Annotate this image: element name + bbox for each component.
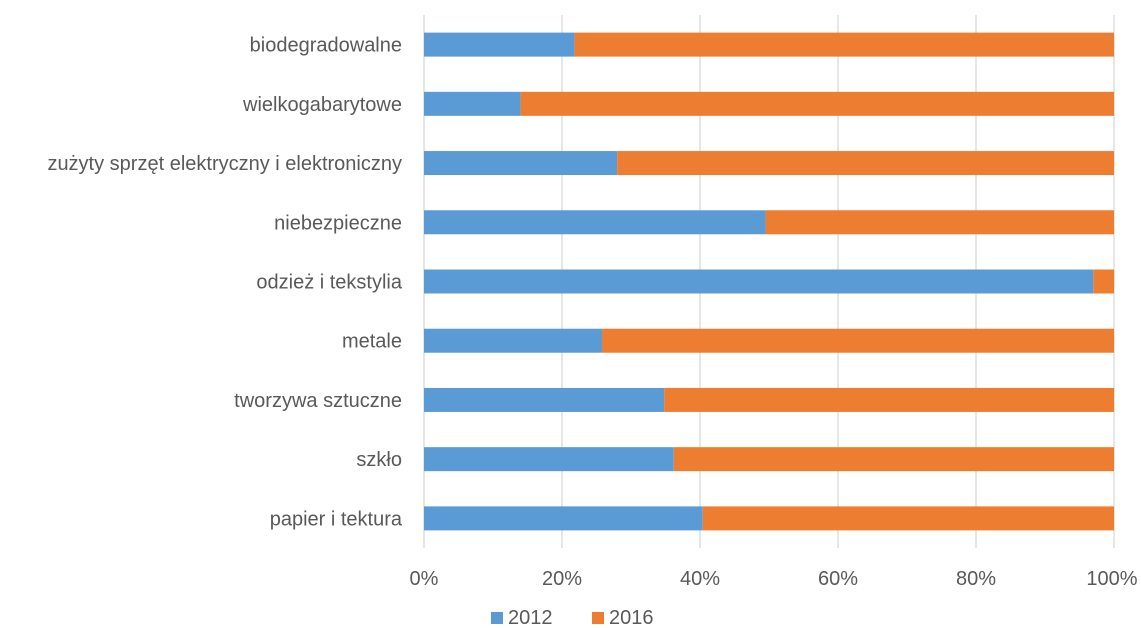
category-label-8: papier i tektura	[270, 508, 403, 530]
bar-2016-1	[520, 91, 1114, 116]
bar-2012-3	[424, 210, 766, 235]
bar-2016-3	[765, 210, 1114, 235]
tick-label-2: 40%	[680, 568, 720, 590]
bar-2016-8	[702, 506, 1114, 531]
bar-2012-8	[424, 506, 703, 531]
category-labels: biodegradowalne wielkogabarytowe zużyty sp…	[47, 35, 402, 531]
bar-2012-5	[424, 328, 603, 353]
category-label-1: wielkogabarytowe	[242, 94, 402, 116]
tick-label-0: 0%	[410, 568, 439, 590]
legend-label-2012: 2012	[508, 607, 553, 628]
bar-2016-6	[664, 387, 1114, 412]
legend-label-2016: 2016	[609, 607, 654, 628]
legend-swatch-2012	[491, 612, 503, 624]
bar-2012-1	[424, 91, 521, 116]
bar-2012-6	[424, 387, 665, 412]
bars	[424, 32, 1114, 531]
bar-2012-4	[424, 269, 1094, 294]
category-label-6: tworzywa sztuczne	[234, 390, 402, 412]
category-label-7: szkło	[356, 449, 402, 471]
x-axis-tick-labels: 0% 20% 40% 60% 80% 100%	[410, 568, 1138, 590]
bar-2012-0	[424, 32, 575, 57]
bar-2012-7	[424, 447, 674, 472]
category-label-2: zużyty sprzęt elektryczny i elektroniczn…	[47, 153, 402, 175]
category-label-5: metale	[342, 331, 402, 353]
bar-2016-0	[574, 32, 1114, 57]
legend: 2012 2016	[491, 607, 654, 628]
tick-label-1: 20%	[542, 568, 582, 590]
tick-label-3: 60%	[818, 568, 858, 590]
legend-swatch-2016	[592, 612, 604, 624]
bar-2016-5	[602, 328, 1114, 353]
bar-2012-2	[424, 151, 618, 176]
bar-2016-7	[673, 447, 1114, 472]
category-label-0: biodegradowalne	[250, 35, 402, 57]
category-label-4: odzież i tekstylia	[256, 272, 402, 294]
category-label-3: niebezpieczne	[274, 212, 402, 234]
tick-label-4: 80%	[956, 568, 996, 590]
bar-2016-2	[617, 151, 1114, 176]
tick-label-5: 100%	[1086, 568, 1137, 590]
bar-2016-4	[1093, 269, 1114, 294]
